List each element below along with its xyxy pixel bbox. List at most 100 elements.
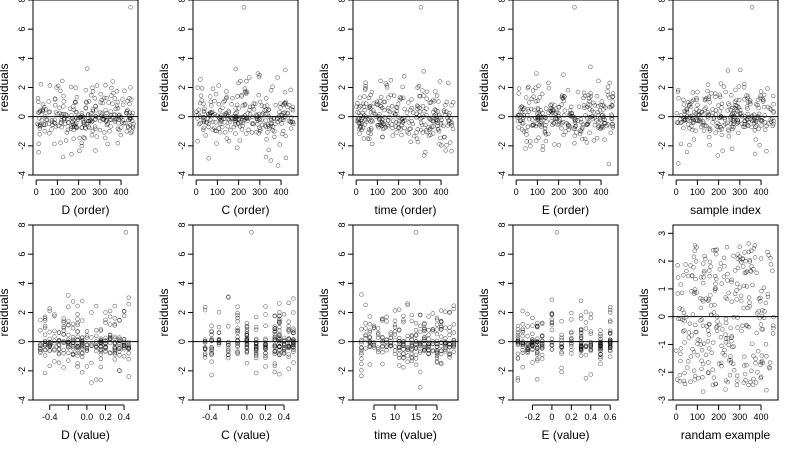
data-point	[726, 128, 731, 134]
data-point	[559, 344, 564, 350]
data-point	[79, 140, 84, 146]
data-point	[520, 308, 525, 314]
data-point	[556, 121, 562, 127]
x-tick-label: 400	[594, 187, 609, 197]
data-point	[537, 95, 542, 100]
y-tick-label: 0	[17, 339, 27, 344]
data-point	[713, 281, 718, 286]
x-axis-title: time (value)	[374, 428, 437, 442]
data-point	[742, 371, 748, 377]
data-point	[131, 121, 136, 127]
plot-frame	[352, 0, 459, 176]
data-point	[421, 69, 426, 74]
data-point	[210, 86, 216, 91]
y-tick-label: -4	[17, 171, 27, 179]
x-tick-label: 10	[390, 412, 400, 422]
data-point	[768, 262, 774, 267]
data-point	[93, 377, 99, 382]
data-point	[747, 258, 752, 263]
data-point	[237, 124, 243, 129]
data-point	[244, 327, 250, 332]
data-point	[380, 134, 385, 140]
data-point	[426, 347, 431, 353]
data-point	[117, 112, 122, 118]
data-point	[75, 361, 80, 366]
x-axis-title: C (value)	[221, 428, 270, 442]
data-point	[598, 336, 603, 341]
data-point	[201, 125, 206, 131]
data-point	[525, 340, 530, 346]
data-point	[432, 107, 437, 112]
data-point	[83, 106, 89, 111]
data-point	[752, 118, 758, 123]
data-point	[731, 253, 736, 259]
y-tick-label: 0	[657, 114, 667, 119]
x-tick-label: 100	[50, 187, 65, 197]
data-point	[42, 347, 48, 353]
data-point	[435, 126, 441, 132]
data-point	[269, 118, 274, 123]
data-point	[128, 130, 134, 136]
data-point	[199, 86, 205, 91]
data-point	[525, 85, 530, 91]
data-point	[588, 372, 593, 377]
data-point	[93, 103, 98, 109]
data-point	[263, 312, 268, 317]
data-point	[682, 108, 687, 114]
data-point	[86, 99, 92, 104]
data-point	[408, 139, 413, 145]
data-point	[726, 134, 731, 139]
data-point	[79, 338, 85, 343]
data-point	[535, 346, 540, 351]
y-tick-label: 0	[657, 314, 667, 319]
data-point	[73, 85, 78, 90]
data-point	[607, 304, 613, 310]
data-point	[713, 252, 719, 257]
data-point	[77, 135, 82, 141]
data-point	[726, 290, 731, 296]
data-point	[515, 118, 521, 124]
data-point	[264, 103, 270, 108]
data-point	[712, 273, 718, 279]
data-point	[103, 349, 108, 355]
data-point	[526, 109, 531, 114]
data-point	[363, 321, 368, 326]
data-point	[413, 339, 419, 344]
data-point	[257, 117, 262, 122]
data-point	[711, 375, 717, 380]
data-point	[367, 136, 372, 142]
data-point	[230, 95, 235, 101]
data-point	[451, 306, 456, 312]
data-point	[47, 344, 52, 349]
data-point	[721, 255, 727, 260]
data-point	[609, 113, 615, 119]
data-point	[708, 293, 713, 298]
data-point	[106, 100, 111, 105]
data-point	[434, 331, 440, 337]
data-point	[725, 271, 730, 277]
x-tick-label: 0	[674, 412, 679, 422]
data-point	[62, 116, 68, 122]
data-point	[713, 112, 718, 117]
data-point	[226, 324, 231, 329]
data-point	[277, 328, 282, 333]
data-point	[444, 109, 449, 114]
data-point	[291, 296, 296, 301]
data-point	[88, 117, 94, 123]
data-point	[700, 261, 706, 266]
data-point	[401, 341, 406, 346]
data-point	[559, 102, 564, 107]
data-point	[719, 343, 724, 348]
data-point	[743, 270, 749, 275]
data-point	[209, 323, 214, 328]
data-point	[710, 107, 715, 112]
data-point	[380, 338, 385, 344]
data-point	[535, 352, 540, 357]
data-point	[94, 134, 99, 139]
data-point	[702, 256, 708, 262]
data-point	[692, 291, 697, 296]
data-point	[520, 322, 525, 327]
y-axis-title: residuals	[317, 288, 331, 336]
data-point	[424, 96, 429, 101]
